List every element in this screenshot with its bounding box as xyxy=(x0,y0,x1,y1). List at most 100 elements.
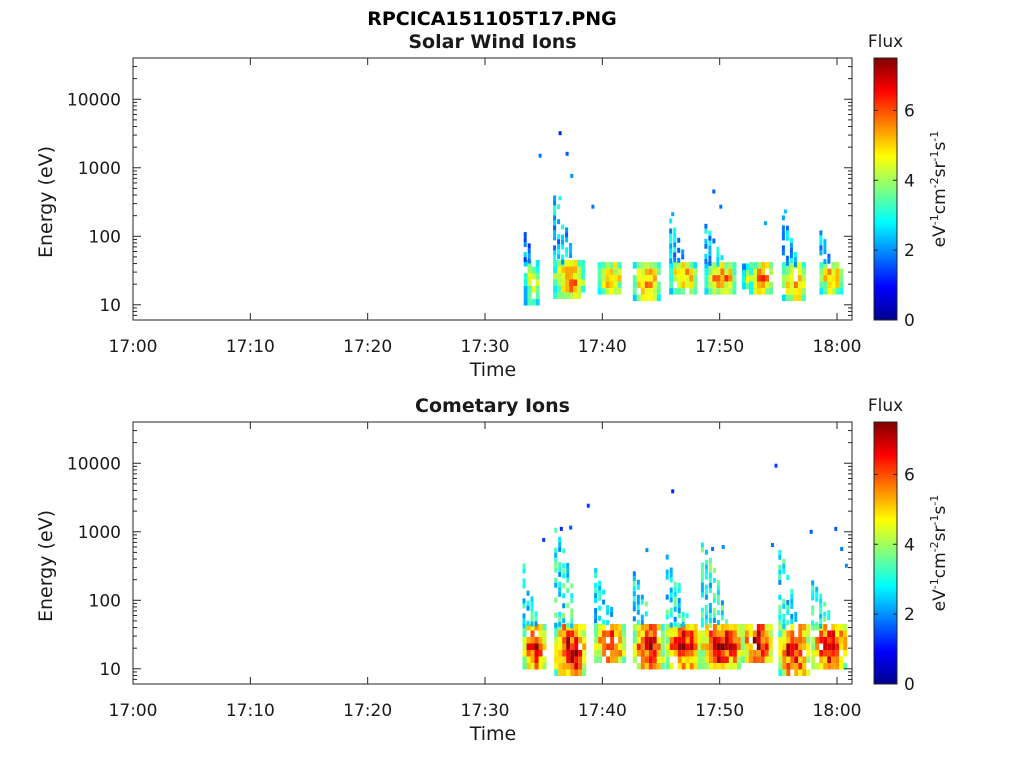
flux-cell xyxy=(673,621,677,627)
flux-cell xyxy=(582,643,587,650)
flux-cell xyxy=(823,288,828,295)
flux-cell xyxy=(561,244,565,250)
flux-cell xyxy=(577,279,582,286)
flux-cell xyxy=(752,637,757,644)
flux-cell xyxy=(553,205,557,211)
flux-cell xyxy=(798,624,803,631)
x-tick-label: 17:00 xyxy=(109,701,158,721)
flux-cell xyxy=(749,268,753,276)
flux-cell xyxy=(685,630,690,637)
flux-cell xyxy=(636,262,641,269)
flux-cell xyxy=(526,637,531,644)
flux-cell xyxy=(732,275,737,282)
flux-cell xyxy=(827,253,831,259)
flux-cell xyxy=(632,601,636,607)
flux-cell xyxy=(704,569,708,575)
colorbar-title: Flux xyxy=(868,32,903,52)
flux-cell xyxy=(574,624,579,631)
flux-cell xyxy=(782,618,786,624)
flux-cell xyxy=(523,279,528,286)
flux-cell xyxy=(732,624,737,631)
flux-cell xyxy=(562,548,566,554)
flux-cell xyxy=(648,262,653,269)
flux-cell xyxy=(522,613,526,619)
flux-cell xyxy=(797,294,802,302)
flux-cell xyxy=(561,292,566,299)
flux-cell xyxy=(742,283,746,290)
flux-cell xyxy=(724,268,729,276)
flux-cell xyxy=(562,583,566,589)
flux-cell xyxy=(700,547,704,553)
flux-cell xyxy=(704,268,709,276)
flux-cell xyxy=(724,624,729,631)
flux-cell xyxy=(594,573,598,579)
flux-cell xyxy=(660,637,665,644)
flux-cell xyxy=(708,656,713,663)
flux-cell xyxy=(778,564,782,570)
flux-cell xyxy=(782,558,786,564)
flux-cell xyxy=(648,663,653,670)
flux-cell xyxy=(801,262,806,269)
flux-point xyxy=(771,543,774,547)
flux-cell xyxy=(700,567,704,573)
flux-cell xyxy=(673,643,678,650)
flux-cell xyxy=(764,643,769,650)
colorbar-tick-label: 0 xyxy=(904,311,915,331)
flux-cell xyxy=(789,258,793,263)
flux-cell xyxy=(677,650,682,657)
flux-cell xyxy=(673,596,677,602)
y-tick-label: 100 xyxy=(89,591,121,611)
flux-cell xyxy=(542,643,547,650)
flux-cell xyxy=(689,262,694,269)
flux-cell xyxy=(797,268,802,276)
flux-cell xyxy=(720,643,725,650)
flux-cell xyxy=(597,281,602,289)
y-axis-label: Energy (eV) xyxy=(35,146,57,258)
flux-cell xyxy=(566,669,571,676)
flux-cell xyxy=(724,637,729,644)
flux-cell xyxy=(708,558,712,563)
flux-cell xyxy=(632,586,636,592)
flux-cell xyxy=(790,613,794,619)
flux-cell xyxy=(778,650,783,657)
flux-cell xyxy=(831,643,836,650)
flux-cell xyxy=(823,239,827,245)
flux-cell xyxy=(598,643,603,650)
flux-cell xyxy=(669,248,673,254)
flux-cell xyxy=(574,650,579,657)
flux-cell xyxy=(700,562,704,568)
flux-cell xyxy=(610,624,615,631)
flux-cell xyxy=(740,656,745,663)
x-tick-label: 17:50 xyxy=(695,701,744,721)
flux-cell xyxy=(636,604,640,610)
flux-cell xyxy=(535,292,540,299)
flux-cell xyxy=(554,643,559,650)
flux-cell xyxy=(704,223,708,229)
flux-cell xyxy=(732,656,737,663)
flux-cell xyxy=(554,567,558,573)
flux-cell xyxy=(602,637,607,644)
flux-cell xyxy=(677,588,681,593)
flux-cell xyxy=(652,656,657,663)
flux-cell xyxy=(542,663,547,670)
flux-cell xyxy=(708,235,712,241)
flux-cell xyxy=(613,275,618,282)
flux-cell xyxy=(790,618,794,624)
flux-cell xyxy=(561,254,565,260)
x-tick-label: 17:20 xyxy=(343,701,392,721)
flux-cell xyxy=(598,595,602,601)
flux-cell xyxy=(660,656,665,663)
flux-cell xyxy=(753,268,757,276)
flux-cell xyxy=(782,643,787,650)
flux-cell xyxy=(790,588,794,594)
flux-cell xyxy=(786,575,790,580)
flux-cell xyxy=(530,596,534,602)
flux-cell xyxy=(677,288,682,295)
flux-cell xyxy=(582,630,587,637)
flux-cell xyxy=(704,281,709,289)
flux-cell xyxy=(673,275,678,282)
flux-cell xyxy=(716,630,721,637)
flux-cell xyxy=(542,637,547,644)
flux-cell xyxy=(700,637,705,644)
flux-cell xyxy=(622,624,627,631)
